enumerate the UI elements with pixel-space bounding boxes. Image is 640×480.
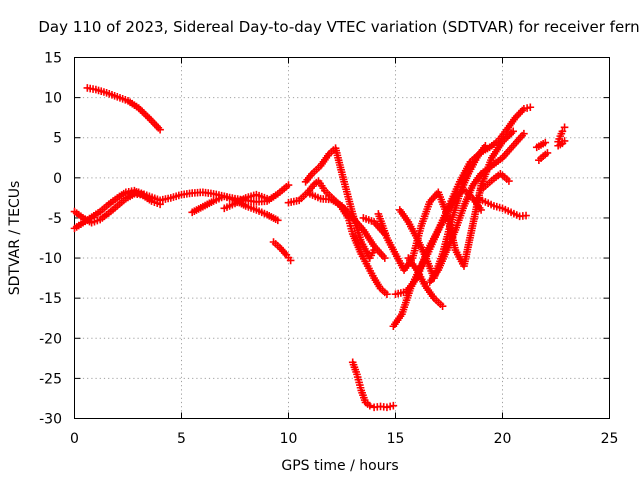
y-tick-label: -25	[39, 371, 62, 387]
data-point	[558, 127, 567, 136]
axis-ticks	[74, 57, 610, 419]
data-point	[383, 403, 391, 412]
series-arc-t	[404, 254, 447, 310]
data-point	[481, 141, 490, 150]
x-tick-label: 25	[601, 431, 619, 447]
data-point	[87, 218, 96, 227]
data-point	[93, 216, 102, 225]
series-arc-e	[188, 192, 282, 225]
series-arc-s	[477, 170, 513, 194]
x-tick-label: 20	[494, 431, 512, 447]
data-point	[492, 202, 501, 211]
data-point	[386, 402, 394, 411]
series-arc-d	[124, 181, 293, 206]
y-axis-label: SDTVAR / TECUs	[7, 181, 23, 296]
data-point	[543, 149, 552, 157]
series-arc-j	[306, 190, 389, 262]
data-point	[284, 181, 293, 189]
data-point	[286, 256, 295, 265]
y-tick-label: 0	[53, 171, 62, 187]
data-point	[505, 177, 513, 185]
y-tick-label: -15	[39, 291, 62, 307]
data-point	[490, 202, 498, 210]
series-arc-h	[284, 177, 391, 298]
chart-title: Day 110 of 2023, Sidereal Day-to-day VTE…	[38, 18, 639, 36]
series-arc-l	[348, 358, 398, 412]
series-arc-w	[554, 123, 569, 146]
y-tick-label: -5	[48, 211, 62, 227]
data-point	[560, 137, 569, 145]
data-point	[383, 290, 391, 298]
series-arc-g	[269, 238, 295, 265]
data-point	[274, 216, 282, 225]
plot-frame	[74, 57, 610, 419]
data-point	[90, 217, 99, 226]
grid	[74, 57, 610, 419]
data-point	[381, 254, 389, 262]
data-point	[520, 105, 528, 113]
series-arc-r	[473, 194, 530, 221]
x-tick-label: 5	[177, 431, 186, 447]
data-point	[523, 104, 531, 112]
y-tick-label: -10	[39, 251, 62, 267]
x-tick-label: 0	[70, 431, 79, 447]
data-point	[156, 125, 164, 134]
x-tick-label: 15	[387, 431, 405, 447]
data-marks	[70, 84, 569, 412]
y-tick-label: 10	[44, 91, 62, 107]
data-point	[389, 401, 398, 410]
series-arc-q	[425, 129, 528, 286]
y-tick-label: 5	[53, 131, 62, 147]
series-arc-c	[70, 190, 147, 227]
series-arc-x	[554, 137, 569, 150]
y-tick-label: 15	[44, 51, 62, 67]
data-point	[438, 302, 447, 310]
data-point	[263, 194, 271, 203]
data-point	[509, 127, 517, 136]
data-point	[560, 123, 569, 132]
x-tick-label: 10	[280, 431, 298, 447]
data-point	[555, 135, 564, 143]
data-point	[526, 103, 535, 112]
data-point	[366, 401, 374, 410]
data-point	[520, 129, 528, 138]
x-tick-labels: 0 5 10 15 20 25	[70, 431, 618, 447]
y-tick-label: -30	[39, 412, 62, 428]
series-arc-u	[532, 138, 550, 152]
x-axis-label: GPS time / hours	[281, 458, 398, 474]
y-tick-label: -20	[39, 331, 62, 347]
series-arc-a	[83, 84, 164, 134]
y-tick-labels: -30 -25 -20 -15 -10 -5 0 5 10 15	[39, 51, 62, 428]
data-point	[495, 203, 504, 212]
data-point	[522, 211, 530, 220]
series-arc-f	[220, 190, 271, 213]
series-arc-v	[535, 149, 552, 164]
data-point	[541, 138, 550, 147]
